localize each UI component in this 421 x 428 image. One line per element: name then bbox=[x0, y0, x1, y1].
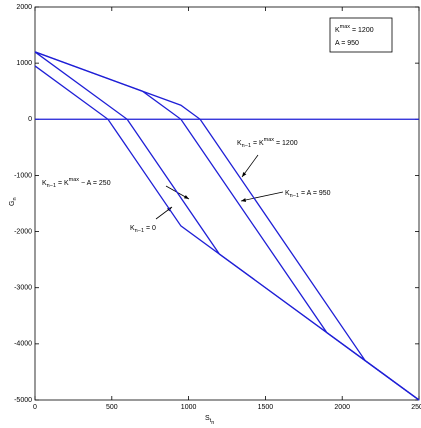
annotation: Kn−1 = Kmax = 1200 bbox=[237, 137, 298, 149]
text-part: max bbox=[340, 24, 351, 30]
annotation: Kn−1 = A = 950 bbox=[285, 190, 331, 200]
text-part: G bbox=[9, 201, 16, 206]
series-line bbox=[34, 51, 420, 401]
text-part: − A = 250 bbox=[79, 180, 111, 187]
annotation: A = 950 bbox=[335, 40, 359, 47]
text-part: A = 950 bbox=[335, 40, 359, 47]
text-part: max bbox=[264, 137, 275, 143]
legend-box bbox=[329, 17, 393, 53]
annotation: Kn−1 = Kmax − A = 250 bbox=[42, 177, 111, 189]
text-part: n−1 bbox=[135, 228, 144, 234]
annotation: Stn bbox=[205, 415, 214, 427]
text-part: n−1 bbox=[242, 143, 251, 149]
arrow bbox=[241, 154, 259, 178]
text-part: K bbox=[285, 190, 290, 197]
y-tick-label: -1000 bbox=[14, 172, 32, 179]
text-part: K bbox=[237, 140, 242, 147]
text-part: = 1200 bbox=[350, 27, 374, 34]
text-part: t bbox=[210, 418, 212, 424]
text-part: n bbox=[211, 420, 214, 426]
text-part: = A = 950 bbox=[299, 190, 331, 197]
y-tick-label: 0 bbox=[28, 116, 32, 123]
text-part: K bbox=[42, 180, 47, 187]
text-part: S bbox=[205, 415, 210, 422]
text-part: n bbox=[12, 197, 18, 200]
x-tick-label: 2000 bbox=[334, 404, 350, 411]
x-tick-label: 0 bbox=[33, 404, 37, 411]
text-part: max bbox=[69, 177, 80, 183]
x-tick-label: 1500 bbox=[258, 404, 274, 411]
series-line bbox=[34, 51, 420, 401]
y-tick-label: -4000 bbox=[14, 341, 32, 348]
x-tick-label: 500 bbox=[106, 404, 118, 411]
y-tick-label: -2000 bbox=[14, 228, 32, 235]
y-tick-label: -5000 bbox=[14, 397, 32, 404]
x-tick-label: 2500 bbox=[411, 404, 421, 411]
text-part: n−1 bbox=[47, 183, 56, 189]
annotation: Kn−1 = 0 bbox=[130, 225, 156, 235]
text-part: K bbox=[335, 27, 340, 34]
text-part: = K bbox=[56, 180, 69, 187]
y-tick-label: 1000 bbox=[16, 60, 32, 67]
text-part: K bbox=[130, 225, 135, 232]
annotation: Kmax = 1200 bbox=[335, 24, 374, 33]
axes-box bbox=[34, 6, 420, 401]
text-part: = K bbox=[251, 140, 264, 147]
text-part: = 1200 bbox=[274, 140, 298, 147]
x-tick-label: 1000 bbox=[181, 404, 197, 411]
arrow bbox=[240, 191, 284, 202]
y-tick-label: -3000 bbox=[14, 285, 32, 292]
text-part: = 0 bbox=[144, 225, 156, 232]
annotation: Gn bbox=[9, 197, 19, 206]
text-part: n−1 bbox=[290, 193, 299, 199]
y-tick-label: 2000 bbox=[16, 4, 32, 11]
